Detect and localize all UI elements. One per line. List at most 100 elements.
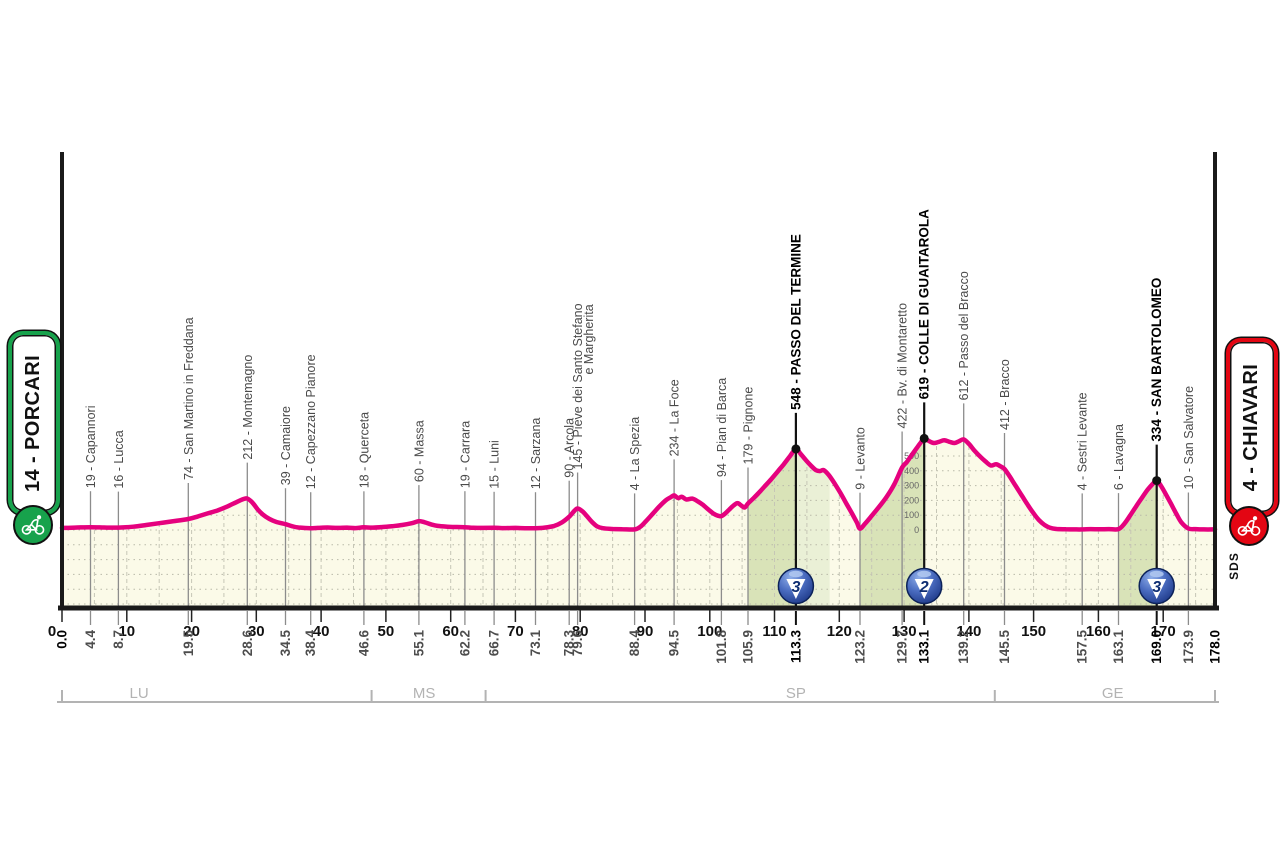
distance-label: 169.0 <box>1149 630 1164 664</box>
km-tick-label: 70 <box>507 623 524 640</box>
distance-label: 157.5 <box>1075 630 1090 664</box>
elevation-scale-label: 400 <box>904 466 919 476</box>
distance-label: 66.7 <box>487 630 502 656</box>
waypoint-label: 4 - Sestri Levante <box>1076 392 1090 490</box>
km-tick-label: 0 <box>48 623 56 640</box>
waypoint-label: 422 - Bv. di Montaretto <box>896 303 910 429</box>
waypoint-label: 15 - Luni <box>488 440 502 489</box>
climb-category-badge: 3 <box>777 567 815 605</box>
distance-label: 94.5 <box>667 630 682 657</box>
distance-label: 0.0 <box>55 630 70 649</box>
km-tick-label: 80 <box>572 623 589 640</box>
province-label: SP <box>786 685 806 702</box>
waypoint-label: 94 - Pian di Barca <box>715 378 729 477</box>
waypoint-label: 19 - Capannori <box>84 405 98 488</box>
waypoint-label: 12 - Sarzana <box>529 418 543 490</box>
waypoint-label: 6 - Lavagna <box>1112 424 1126 490</box>
waypoint-label: 4 - La Spezia <box>628 417 642 491</box>
distance-label: 133.1 <box>917 630 932 664</box>
waypoint-label: 234 - La Foce <box>668 379 682 456</box>
distance-label: 34.5 <box>278 630 293 657</box>
distance-label: 4.4 <box>83 630 98 649</box>
waypoint-label: 612 - Passo del Bracco <box>957 271 971 400</box>
waypoint-label: 90 - Arcola <box>563 418 577 478</box>
climb-category-badge: 2 <box>905 567 943 605</box>
summit-dot <box>1152 476 1162 486</box>
distance-label: 123.2 <box>853 630 868 664</box>
finish-banner: 4 - CHIAVARI <box>1226 338 1278 516</box>
elevation-scale-label: 300 <box>904 481 919 491</box>
km-tick-label: 60 <box>442 623 459 640</box>
province-label: LU <box>130 685 149 702</box>
province-label: GE <box>1102 685 1124 702</box>
summit-dot <box>791 444 801 454</box>
start-banner-label: 14 - PORCARI <box>22 354 45 492</box>
waypoint-label: 9 - Levanto <box>854 427 868 490</box>
climb-category-number: 3 <box>791 579 800 596</box>
distance-label: 73.1 <box>528 630 543 657</box>
waypoint-label: 10 - San Salvatore <box>1182 386 1196 490</box>
waypoint-label: 74 - San Martino in Freddana <box>182 317 196 480</box>
summit-dot <box>919 433 929 443</box>
distance-label: 79.6 <box>570 630 585 657</box>
waypoint-label: 60 - Massa <box>412 420 426 482</box>
km-tick-label: 170 <box>1151 623 1176 640</box>
climb-zone <box>860 438 925 608</box>
waypoint-label: 412 - Bracco <box>998 359 1012 430</box>
distance-label: 178.0 <box>1208 630 1223 664</box>
distance-label: 28.6 <box>240 630 255 657</box>
cyclist-icon <box>1237 516 1261 536</box>
km-tick-label: 10 <box>118 623 135 640</box>
km-tick-label: 20 <box>183 623 200 640</box>
distance-label: 129.7 <box>895 630 910 664</box>
elevation-scale-label: 0 <box>914 525 919 535</box>
waypoint-label: 18 - Querceta <box>357 412 371 488</box>
distance-label: 113.3 <box>788 630 803 664</box>
waypoint-label: 145 - Pieve dei Santo Stefano <box>571 303 585 469</box>
waypoint-label: 548 - PASSO DEL TERMINE <box>788 234 803 410</box>
distance-label: 62.2 <box>457 630 472 656</box>
km-tick-label: 50 <box>378 623 395 640</box>
waypoint-label: 16 - Lucca <box>112 430 126 488</box>
km-tick-label: 120 <box>827 623 852 640</box>
distance-label: 46.6 <box>356 630 371 657</box>
km-tick-label: 140 <box>956 623 981 640</box>
start-cyclist-badge <box>13 505 53 545</box>
waypoint-label-line2: e Margherita <box>582 304 596 374</box>
climb-category-badge: 3 <box>1138 567 1175 605</box>
distance-label: 139.2 <box>956 630 971 664</box>
km-tick-label: 150 <box>1021 623 1046 640</box>
km-tick-label: 160 <box>1086 623 1111 640</box>
distance-label: 145.5 <box>997 630 1012 664</box>
km-tick-label: 40 <box>313 623 330 640</box>
distance-label: 163.1 <box>1111 630 1126 664</box>
distance-label: 78.3 <box>562 630 577 657</box>
distance-label: 105.9 <box>741 630 756 664</box>
elevation-scale-label: 200 <box>904 495 919 505</box>
profile-line <box>59 436 1218 532</box>
distance-label: 173.9 <box>1181 630 1196 664</box>
distance-label: 38.4 <box>303 630 318 657</box>
km-tick-label: 90 <box>637 623 654 640</box>
finish-cyclist-badge <box>1229 506 1269 546</box>
distance-label: 55.1 <box>411 630 426 657</box>
finish-banner-label: 4 - CHIAVARI <box>1240 363 1263 491</box>
distance-label: 8.7 <box>111 630 126 649</box>
distance-label: 88.4 <box>627 630 642 657</box>
waypoint-label: 212 - Montemagno <box>241 355 255 460</box>
waypoint-label: 179 - Pignone <box>742 387 756 465</box>
elevation-scale-label: 100 <box>904 510 919 520</box>
distance-label: 19.5 <box>181 630 196 657</box>
waypoint-label: 619 - COLLE DI GUAITAROLA <box>917 209 932 400</box>
km-tick-label: 110 <box>762 623 786 640</box>
km-tick-label: 30 <box>248 623 265 640</box>
sds-mark: SDS <box>1227 552 1241 580</box>
profile-fill <box>62 438 1215 608</box>
distance-label: 101.8 <box>714 630 729 664</box>
province-label: MS <box>413 685 436 702</box>
waypoint-label: 39 - Camaiore <box>279 406 293 485</box>
km-tick-label: 130 <box>892 623 917 640</box>
waypoint-label: 12 - Capezzano Pianore <box>304 354 318 489</box>
